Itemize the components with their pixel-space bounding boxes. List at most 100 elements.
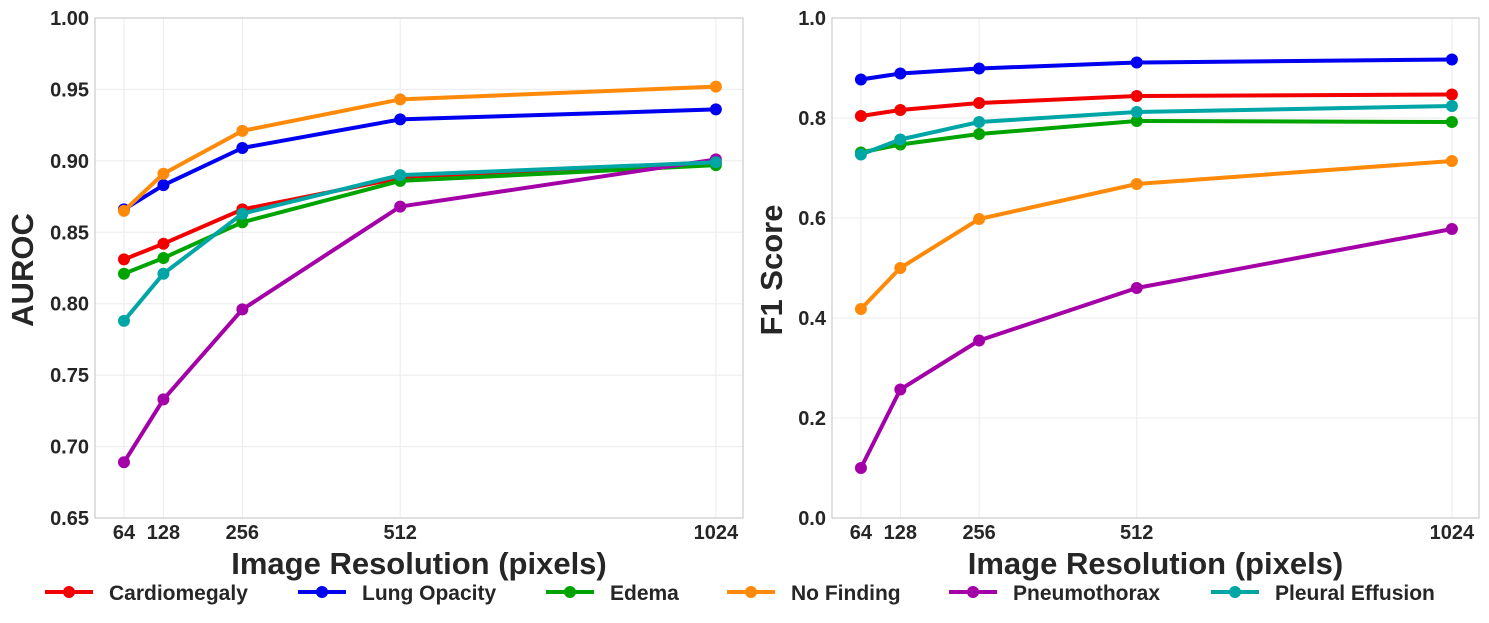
data-point-cardiomegaly — [157, 237, 170, 250]
data-point-pneumothorax — [157, 393, 170, 406]
data-point-pleural-effusion — [394, 169, 407, 182]
data-point-pneumothorax — [854, 462, 867, 474]
data-point-no-finding — [236, 124, 249, 137]
series-no-finding — [117, 80, 722, 217]
x-tick-label: 256 — [962, 522, 995, 544]
data-point-edema — [236, 216, 249, 229]
data-point-cardiomegaly — [117, 253, 130, 266]
data-point-lung-opacity — [394, 113, 407, 126]
y-tick-label: 0.6 — [798, 208, 826, 230]
legend-label: Lung Opacity — [362, 582, 496, 605]
data-point-lung-opacity — [157, 179, 170, 192]
legend-item-edema: Edema — [546, 582, 679, 605]
x-tick-label: 1024 — [1430, 522, 1475, 544]
x-tick-label: 128 — [147, 522, 180, 544]
legend-item-lung-opacity: Lung Opacity — [298, 582, 496, 605]
x-tick-label: 512 — [1120, 522, 1153, 544]
series-edema — [854, 115, 1458, 159]
y-tick-label: 0.90 — [50, 151, 89, 173]
series-cardiomegaly — [854, 88, 1458, 122]
data-point-no-finding — [1445, 155, 1458, 167]
legend-marker — [745, 586, 757, 598]
x-axis-label: Image Resolution (pixels) — [968, 546, 1344, 581]
y-tick-label: 0.80 — [50, 294, 89, 316]
data-point-pleural-effusion — [117, 314, 130, 327]
data-point-pleural-effusion — [157, 267, 170, 280]
y-tick-label: 0.95 — [50, 79, 89, 101]
plot-frame — [94, 17, 744, 519]
auroc-chart-panel: 0.65 0.70 0.75 0.80 0.85 0.90 0.95 1.00 64 128 256… — [5, 8, 744, 581]
data-point-cardiomegaly — [894, 104, 907, 116]
data-point-pneumothorax — [1445, 223, 1458, 235]
y-tick-label: 0.65 — [50, 508, 89, 530]
x-tick-label: 512 — [384, 522, 417, 544]
data-point-no-finding — [157, 167, 170, 180]
data-point-edema — [157, 252, 170, 264]
legend-marker — [1229, 586, 1241, 598]
data-point-cardiomegaly — [1445, 88, 1458, 101]
plot-area — [832, 18, 1479, 518]
y-tick-label: 0.75 — [50, 365, 89, 387]
data-point-cardiomegaly — [973, 97, 986, 109]
legend: Cardiomegaly Lung Opacity Edema No Finding P… — [45, 582, 1435, 605]
x-tick-label: 64 — [113, 522, 136, 544]
x-axis-label: Image Resolution (pixels) — [231, 546, 607, 581]
y-tick-label: 1.00 — [50, 8, 89, 30]
y-tick-label: 0.4 — [798, 308, 827, 330]
data-point-edema — [1445, 116, 1458, 128]
data-point-pneumothorax — [894, 383, 907, 396]
data-point-pneumothorax — [973, 334, 986, 347]
legend-item-pleural-effusion: Pleural Effusion — [1211, 582, 1435, 605]
data-point-edema — [973, 128, 986, 140]
y-axis-label: AUROC — [5, 213, 40, 327]
data-point-pleural-effusion — [1130, 106, 1143, 118]
data-point-pleural-effusion — [1445, 100, 1458, 112]
series-pleural-effusion — [854, 100, 1458, 161]
x-tick-label: 64 — [850, 522, 873, 544]
y-tick-label: 0.2 — [798, 408, 826, 430]
legend-label: Pneumothorax — [1013, 582, 1160, 605]
data-point-lung-opacity — [1445, 53, 1458, 66]
data-point-pneumothorax — [394, 200, 407, 213]
data-point-pleural-effusion — [973, 116, 986, 128]
data-point-no-finding — [854, 303, 867, 315]
legend-item-pneumothorax: Pneumothorax — [949, 582, 1160, 605]
data-point-no-finding — [709, 80, 722, 93]
data-point-no-finding — [973, 213, 986, 225]
series-pneumothorax — [854, 223, 1458, 474]
data-point-pneumothorax — [236, 303, 249, 316]
data-point-edema — [117, 267, 130, 280]
data-point-cardiomegaly — [854, 110, 867, 122]
y-tick-label: 0.8 — [798, 108, 826, 130]
legend-marker — [967, 586, 979, 598]
data-point-lung-opacity — [854, 73, 867, 86]
data-point-lung-opacity — [709, 103, 722, 116]
legend-marker — [63, 586, 75, 598]
legend-item-cardiomegaly: Cardiomegaly — [45, 582, 248, 605]
data-point-pleural-effusion — [894, 133, 907, 146]
y-tick-label: 0.70 — [50, 437, 89, 459]
data-point-no-finding — [894, 262, 907, 274]
x-tick-label: 1024 — [694, 522, 739, 544]
x-tick-label: 256 — [226, 522, 259, 544]
y-tick-label: 1.0 — [798, 8, 826, 30]
plot-frame — [831, 17, 1480, 519]
legend-label: No Finding — [791, 582, 901, 605]
data-point-no-finding — [117, 204, 130, 217]
plot-area — [95, 18, 743, 518]
data-point-lung-opacity — [1130, 56, 1143, 69]
legend-item-no-finding: No Finding — [727, 582, 901, 605]
legend-marker — [316, 586, 328, 598]
data-point-pneumothorax — [1130, 282, 1143, 294]
series-lung-opacity — [854, 53, 1458, 86]
x-tick-label: 128 — [884, 522, 917, 544]
series-no-finding — [854, 155, 1458, 315]
data-point-no-finding — [1130, 178, 1143, 190]
data-point-lung-opacity — [894, 67, 907, 80]
data-point-pneumothorax — [117, 456, 130, 469]
data-point-no-finding — [394, 93, 407, 106]
y-tick-label: 0.85 — [50, 222, 89, 244]
legend-label: Edema — [610, 582, 679, 605]
data-point-cardiomegaly — [1130, 90, 1143, 102]
